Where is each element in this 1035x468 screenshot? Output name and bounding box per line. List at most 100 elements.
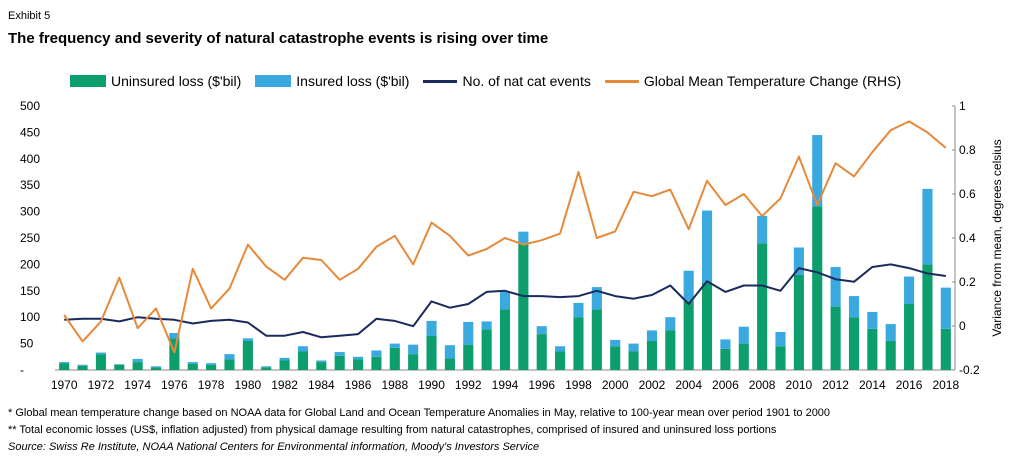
- bar-uninsured: [297, 351, 309, 370]
- footnote-losses: ** Total economic losses (US$, inflation…: [8, 424, 777, 436]
- left-tick-label: 350: [20, 178, 40, 192]
- bar-uninsured: [169, 338, 180, 370]
- bar-insured: [353, 356, 364, 360]
- x-tick-label: 1972: [88, 378, 115, 392]
- left-tick-label: 500: [20, 99, 40, 113]
- x-tick-label: 1988: [381, 378, 408, 392]
- bar-insured: [848, 296, 860, 318]
- x-tick-label: 1998: [565, 378, 592, 392]
- x-tick-label: 1978: [198, 378, 225, 392]
- bar-uninsured: [481, 329, 492, 370]
- bar-insured: [95, 352, 106, 355]
- x-tick-label: 2006: [712, 378, 739, 392]
- bar-uninsured: [463, 344, 474, 370]
- left-tick-label: 200: [20, 257, 40, 271]
- bar-uninsured: [646, 340, 657, 370]
- bar-insured: [701, 210, 713, 283]
- legend-label-uninsured: Uninsured loss ($'bil): [111, 73, 242, 89]
- x-tick-label: 1986: [345, 378, 372, 392]
- bar-insured: [683, 270, 694, 302]
- bar-insured: [610, 339, 621, 347]
- bar-uninsured: [261, 367, 272, 370]
- bar-insured: [371, 350, 382, 357]
- bar-uninsured: [499, 309, 511, 370]
- bar-insured: [132, 358, 143, 363]
- bar-insured: [555, 346, 566, 352]
- right-tick-label: 0.8: [959, 143, 976, 157]
- bar-insured: [297, 346, 309, 352]
- right-tick-label: 1: [959, 99, 966, 113]
- bar-uninsured: [206, 364, 217, 370]
- bar-insured: [830, 267, 841, 307]
- x-tick-label: 1984: [308, 378, 335, 392]
- bar-insured: [481, 321, 492, 330]
- bar-uninsured: [665, 330, 676, 370]
- left-tick-label: 400: [20, 152, 40, 166]
- bar-insured: [169, 333, 180, 339]
- bar-insured: [224, 354, 235, 360]
- x-tick-label: 2018: [932, 378, 959, 392]
- bar-uninsured: [555, 351, 566, 370]
- bar-insured: [812, 135, 823, 207]
- bar-insured: [59, 362, 70, 364]
- source-note: Source: Swiss Re Institute, NOAA Nationa…: [8, 441, 540, 453]
- left-tick-label: -: [20, 363, 24, 377]
- x-tick-label: 1982: [271, 378, 298, 392]
- right-tick-label: 0.4: [959, 231, 976, 245]
- bar-uninsured: [848, 317, 860, 370]
- bar-uninsured: [150, 367, 162, 370]
- bar-uninsured: [536, 334, 547, 370]
- bar-insured: [867, 311, 878, 329]
- bar-uninsured: [683, 301, 694, 370]
- right-tick-label: 0: [959, 319, 966, 333]
- bar-insured: [536, 326, 547, 335]
- x-tick-label: 2010: [786, 378, 813, 392]
- legend-label-temperature: Global Mean Temperature Change (RHS): [643, 73, 902, 89]
- line-temperature: [63, 120, 947, 354]
- bar-uninsured: [77, 365, 88, 370]
- bar-insured: [757, 215, 768, 244]
- bar-uninsured: [389, 347, 400, 370]
- legend-swatch-events: [423, 79, 458, 83]
- bar-insured: [885, 324, 896, 341]
- chart-title: The frequency and severity of natural ca…: [8, 30, 549, 47]
- bar-uninsured: [426, 335, 437, 370]
- bar-insured: [904, 276, 915, 304]
- left-tick-label: 450: [20, 125, 40, 139]
- bar-uninsured: [224, 359, 235, 370]
- bar-insured: [426, 320, 437, 336]
- left-tick-label: 300: [20, 205, 40, 219]
- bar-insured: [206, 363, 217, 365]
- legend-label-events: No. of nat cat events: [462, 73, 591, 89]
- legend-swatch-insured: [255, 75, 292, 87]
- legend-item-temperature: Global Mean Temperature Change (RHS): [604, 73, 902, 89]
- legend-swatch-temperature: [604, 79, 639, 83]
- x-tick-label: 1996: [528, 378, 555, 392]
- bar-insured: [408, 344, 419, 355]
- bar-insured: [316, 360, 327, 363]
- bar-uninsured: [738, 343, 749, 370]
- bar-uninsured: [573, 317, 584, 370]
- x-tick-label: 2002: [639, 378, 666, 392]
- bar-uninsured: [830, 306, 841, 370]
- bar-uninsured: [187, 363, 198, 370]
- x-tick-label: 2016: [896, 378, 923, 392]
- bar-insured: [940, 287, 951, 329]
- right-axis-title: Variance from mean, degrees celsius: [990, 139, 1004, 336]
- bar-insured: [463, 321, 474, 345]
- x-tick-label: 2014: [859, 378, 886, 392]
- bar-insured: [261, 366, 272, 368]
- chart-plot: - 50 100 150 200 250 300 350 400 450 500 -0.2 0 0.2 0.…: [20, 99, 1004, 392]
- bar-uninsured: [922, 264, 933, 370]
- footnotes: * Global mean temperature change based o…: [8, 405, 830, 456]
- bar-uninsured: [720, 348, 731, 370]
- legend-item-uninsured: Uninsured loss ($'bil): [70, 73, 241, 89]
- bar-uninsured: [444, 358, 455, 370]
- bar-uninsured: [757, 243, 768, 370]
- legend-label-insured: Insured loss ($'bil): [296, 73, 410, 89]
- bar-uninsured: [371, 356, 382, 370]
- bar-uninsured: [867, 328, 878, 370]
- bar-insured: [334, 352, 345, 356]
- bar-uninsured: [793, 274, 804, 370]
- bar-insured: [591, 287, 602, 310]
